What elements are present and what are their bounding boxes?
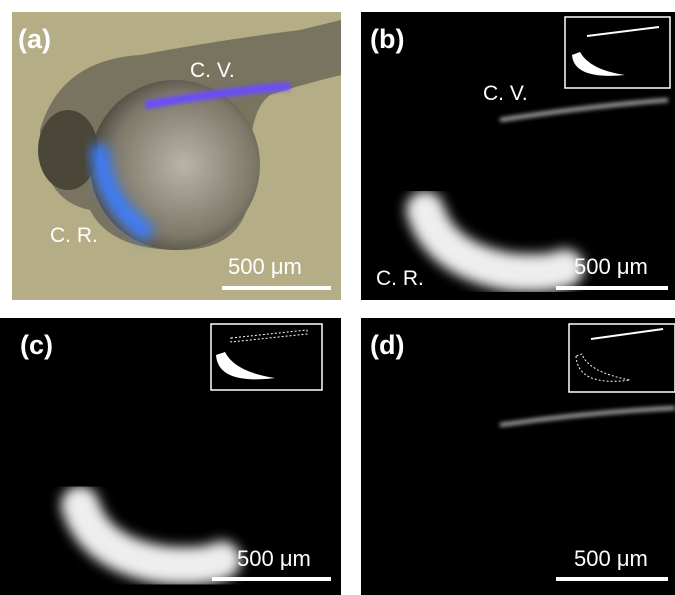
yolk: [90, 80, 260, 250]
annotation: C. V.: [483, 82, 528, 105]
figure: (a) C. V. C. R. 500 μm (b) C. V. C. R. 5…: [0, 0, 675, 595]
panel-label: (d): [370, 330, 404, 360]
annotation: C. V.: [190, 59, 235, 82]
panel-label: (b): [370, 24, 404, 54]
annotation: C. R.: [50, 224, 98, 247]
eye: [38, 110, 98, 190]
panel-label: (a): [18, 24, 51, 54]
scale-bar-label: 500 μm: [237, 546, 311, 571]
scale-bar-label: 500 μm: [228, 254, 302, 279]
panel-b: (b) C. V. C. R. 500 μm: [361, 12, 675, 300]
panel-a: (a) C. V. C. R. 500 μm: [12, 12, 341, 300]
panel-c: (c) 500 μm: [0, 318, 341, 595]
scale-bar-label: 500 μm: [574, 254, 648, 279]
scale-bar-label: 500 μm: [574, 546, 648, 571]
panel-label: (c): [20, 330, 53, 360]
panel-d: (d) 500 μm: [361, 318, 675, 595]
annotation: C. R.: [376, 267, 424, 290]
